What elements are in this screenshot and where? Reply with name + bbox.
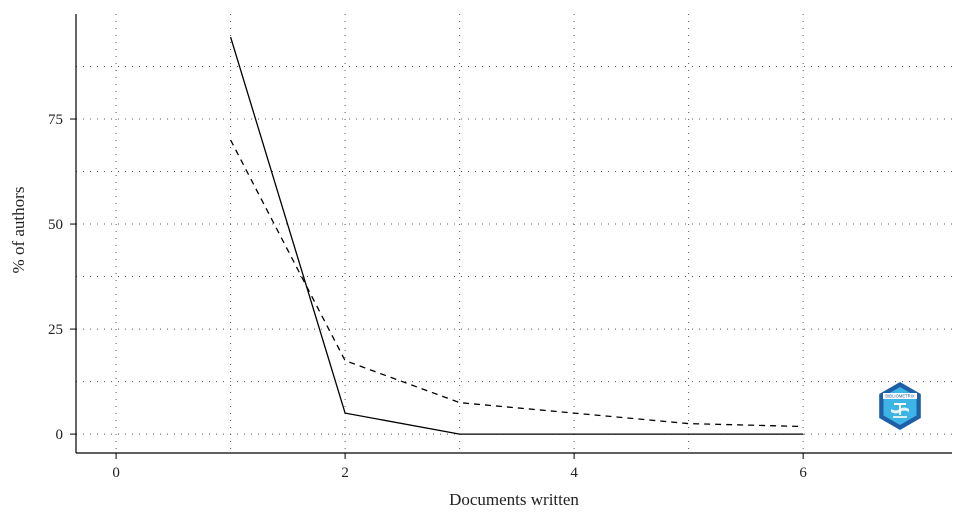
axes [70,14,952,459]
grid-lines [76,14,952,453]
y-tick-label: 75 [48,112,63,128]
svg-text:BIBLIOMETRIX: BIBLIOMETRIX [885,394,915,399]
y-tick-label: 50 [48,217,63,233]
y-tick-label: 25 [48,322,63,338]
series-line-solid [229,36,804,435]
x-tick-label: 0 [112,465,120,481]
series-lines [229,36,804,435]
bibliometrix-logo-icon: BIBLIOMETRIX [879,382,921,430]
y-axis-title: % of authors [9,187,28,274]
x-tick-label: 4 [570,465,578,481]
x-tick-label: 2 [341,465,349,481]
tick-labels: 0 25 50 75 0 2 4 6 [48,112,807,481]
y-tick-label: 0 [56,427,64,443]
x-tick-label: 6 [799,465,807,481]
series-line-dashed [230,139,804,428]
x-axis-title: Documents written [449,490,579,509]
